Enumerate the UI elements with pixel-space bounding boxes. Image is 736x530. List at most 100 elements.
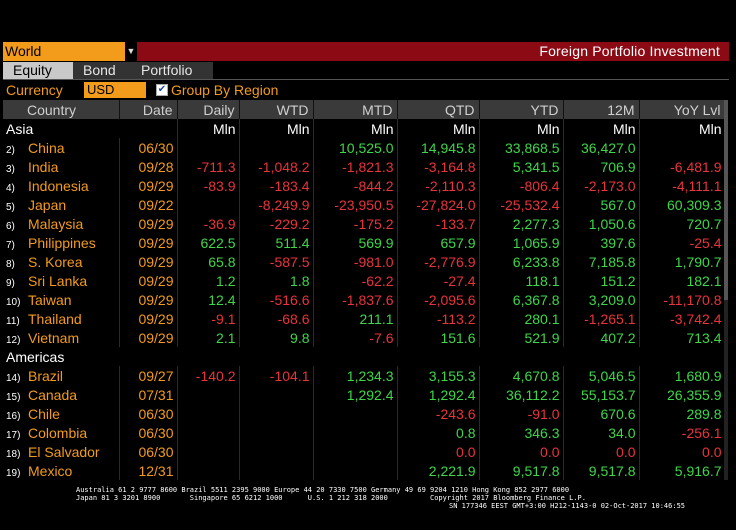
- table-row[interactable]: 9) Sri Lanka 09/29 1.2 1.8 -62.2 -27.4 118.1 151…: [3, 271, 726, 290]
- value-cell: 706.9: [563, 157, 640, 176]
- unit-label: Mln: [239, 119, 314, 138]
- table-row[interactable]: 7) Philippines 09/29 622.5 511.4 569.9 657.9 1,…: [3, 233, 726, 252]
- country-cell[interactable]: 11) Thailand: [3, 309, 120, 328]
- table-row[interactable]: 18) El Salvador 06/30 0.0 0.0 0.0 0.0: [3, 442, 726, 461]
- country-cell[interactable]: 7) Philippines: [3, 233, 120, 252]
- col-ytd[interactable]: YTD: [479, 100, 564, 119]
- col-country[interactable]: Country: [3, 100, 120, 119]
- country-cell[interactable]: 10) Taiwan: [3, 290, 120, 309]
- country-cell[interactable]: 4) Indonesia: [3, 176, 120, 195]
- value-cell: 289.8: [639, 404, 726, 423]
- country-name: Colombia: [28, 424, 88, 441]
- value-cell: 1,292.4: [313, 385, 398, 404]
- tab-bond[interactable]: Bond: [73, 62, 135, 79]
- table-row[interactable]: 5) Japan 09/22 -8,249.9 -23,950.5 -27,824.0 -2…: [3, 195, 726, 214]
- value-cell: -711.3: [177, 157, 240, 176]
- value-cell: 567.0: [563, 195, 640, 214]
- value-cell: 622.5: [177, 233, 240, 252]
- footer-contacts-line2: Japan 81 3 3201 8900 Singapore 65 6212 1…: [76, 494, 586, 502]
- value-cell: 0.0: [479, 442, 564, 461]
- value-cell: 280.1: [479, 309, 564, 328]
- value-cell: -91.0: [479, 404, 564, 423]
- date-cell: 07/31: [119, 385, 178, 404]
- group-by-region-label: Group By Region: [171, 82, 279, 98]
- value-cell: 60,309.3: [639, 195, 726, 214]
- region-select[interactable]: World ▼: [3, 42, 137, 61]
- region-label: Asia: [3, 119, 178, 138]
- col-yoy-lvl[interactable]: YoY Lvl: [639, 100, 726, 119]
- value-cell: 521.9: [479, 328, 564, 347]
- group-by-region-checkbox[interactable]: ✔: [156, 84, 168, 96]
- country-cell[interactable]: 15) Canada: [3, 385, 120, 404]
- country-cell[interactable]: 19) Mexico: [3, 461, 120, 480]
- value-cell: [313, 442, 398, 461]
- country-cell[interactable]: 14) Brazil: [3, 366, 120, 385]
- table-row[interactable]: 17) Colombia 06/30 0.8 346.3 34.0 -256.1: [3, 423, 726, 442]
- value-cell: 151.6: [397, 328, 480, 347]
- value-cell: -11,170.8: [639, 290, 726, 309]
- value-cell: -4,111.1: [639, 176, 726, 195]
- country-cell[interactable]: 8) S. Korea: [3, 252, 120, 271]
- table-row[interactable]: 3) India 09/28 -711.3 -1,048.2 -1,821.3 -3,164…: [3, 157, 726, 176]
- table-row[interactable]: 14) Brazil 09/27 -140.2 -104.1 1,234.3 3,155.3…: [3, 366, 726, 385]
- table-row[interactable]: 16) Chile 06/30 -243.6 -91.0 670.6 289.8: [3, 404, 726, 423]
- table-row[interactable]: 10) Taiwan 09/29 12.4 -516.6 -1,837.6 -2,095.6…: [3, 290, 726, 309]
- date-cell: 09/29: [119, 328, 178, 347]
- col-12m[interactable]: 12M: [563, 100, 640, 119]
- country-cell[interactable]: 3) India: [3, 157, 120, 176]
- country-cell[interactable]: 6) Malaysia: [3, 214, 120, 233]
- country-cell[interactable]: 16) Chile: [3, 404, 120, 423]
- country-cell[interactable]: 9) Sri Lanka: [3, 271, 120, 290]
- value-cell: [177, 404, 240, 423]
- col-qtd[interactable]: QTD: [397, 100, 480, 119]
- value-cell: 0.0: [397, 442, 480, 461]
- value-cell: 1.2: [177, 271, 240, 290]
- value-cell: -25,532.4: [479, 195, 564, 214]
- currency-field[interactable]: USD: [84, 82, 146, 98]
- country-cell[interactable]: 5) Japan: [3, 195, 120, 214]
- col-mtd[interactable]: MTD: [313, 100, 398, 119]
- unit-label: Mln: [313, 119, 398, 138]
- value-cell: -27.4: [397, 271, 480, 290]
- col-date[interactable]: Date: [119, 100, 178, 119]
- table-row[interactable]: 2) China 06/30 10,525.0 14,945.8 33,868.5 36,4…: [3, 138, 726, 157]
- region-row: Asia Mln Mln Mln Mln Mln Mln Mln: [3, 119, 726, 138]
- country-cell[interactable]: 17) Colombia: [3, 423, 120, 442]
- value-cell: [313, 423, 398, 442]
- country-cell[interactable]: 2) China: [3, 138, 120, 157]
- table-row[interactable]: 11) Thailand 09/29 -9.1 -68.6 211.1 -113.2 280.…: [3, 309, 726, 328]
- value-cell: 26,355.9: [639, 385, 726, 404]
- value-cell: 1,680.9: [639, 366, 726, 385]
- table-row[interactable]: 15) Canada 07/31 1,292.4 1,292.4 36,112.2 55,1…: [3, 385, 726, 404]
- table-row[interactable]: 19) Mexico 12/31 2,221.9 9,517.8 9,517.8 5,916…: [3, 461, 726, 480]
- value-cell: 657.9: [397, 233, 480, 252]
- value-cell: 5,916.7: [639, 461, 726, 480]
- value-cell: -2,776.9: [397, 252, 480, 271]
- value-cell: 10,525.0: [313, 138, 398, 157]
- value-cell: 2.1: [177, 328, 240, 347]
- col-wtd[interactable]: WTD: [239, 100, 314, 119]
- tab-portfolio[interactable]: Portfolio: [131, 62, 213, 79]
- country-cell[interactable]: 18) El Salvador: [3, 442, 120, 461]
- scrollbar-thumb[interactable]: [724, 100, 728, 300]
- table-row[interactable]: 6) Malaysia 09/29 -36.9 -229.2 -175.2 -133.7 2,…: [3, 214, 726, 233]
- country-cell[interactable]: 12) Vietnam: [3, 328, 120, 347]
- value-cell: -133.7: [397, 214, 480, 233]
- row-index: 19): [6, 467, 21, 479]
- table-row[interactable]: 4) Indonesia 09/29 -83.9 -183.4 -844.2 -2,110.…: [3, 176, 726, 195]
- table-header-row: Country Date Daily WTD MTD QTD YTD 12M Y…: [3, 100, 726, 119]
- value-cell: 6,233.8: [479, 252, 564, 271]
- date-cell: 09/29: [119, 309, 178, 328]
- value-cell: 3,155.3: [397, 366, 480, 385]
- value-cell: [239, 423, 314, 442]
- value-cell: -1,265.1: [563, 309, 640, 328]
- value-cell: 1,050.6: [563, 214, 640, 233]
- unit-label: Mln: [639, 119, 726, 138]
- row-index: 14): [6, 372, 21, 384]
- value-cell: 1,292.4: [397, 385, 480, 404]
- table-row[interactable]: 8) S. Korea 09/29 65.8 -587.5 -981.0 -2,776.9 6…: [3, 252, 726, 271]
- col-daily[interactable]: Daily: [177, 100, 240, 119]
- table-row[interactable]: 12) Vietnam 09/29 2.1 9.8 -7.6 151.6 521.9 407.2…: [3, 328, 726, 347]
- chevron-down-icon[interactable]: ▼: [125, 42, 137, 61]
- tab-equity[interactable]: Equity: [3, 62, 75, 79]
